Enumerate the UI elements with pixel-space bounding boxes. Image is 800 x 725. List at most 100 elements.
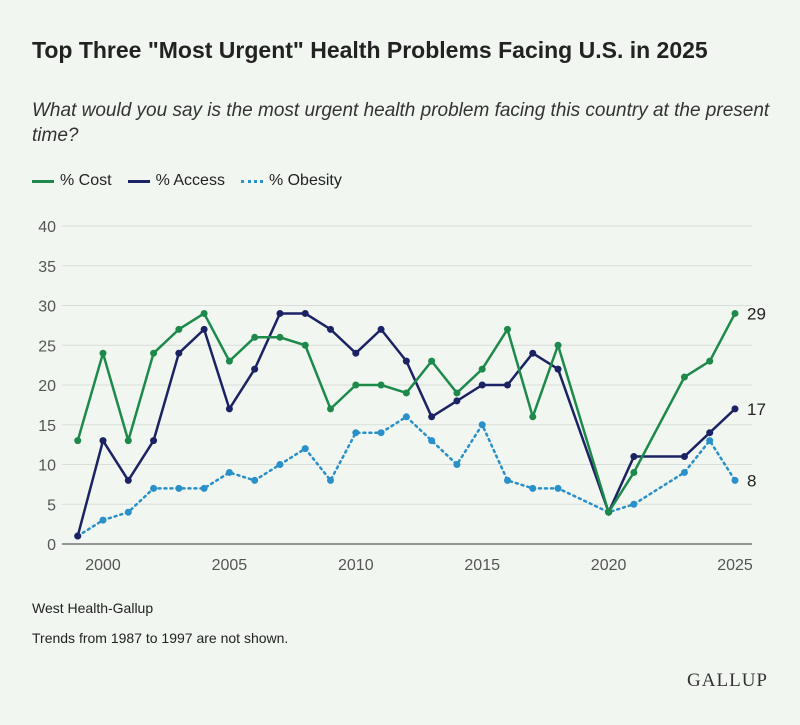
y-tick-label: 40 [38, 219, 56, 236]
y-tick-label: 20 [38, 378, 56, 395]
legend-item-cost: % Cost [32, 172, 112, 190]
data-point [352, 349, 360, 357]
data-point [327, 476, 335, 484]
data-point [175, 484, 183, 492]
legend-swatch [240, 179, 263, 183]
data-point [327, 405, 335, 413]
data-point [428, 413, 436, 421]
legend-label: % Cost [60, 172, 112, 189]
data-point [402, 413, 410, 421]
x-tick-label: 2015 [464, 557, 500, 574]
data-point [503, 325, 511, 333]
data-point [377, 381, 385, 389]
data-point [301, 341, 309, 349]
data-point [402, 389, 410, 397]
data-point [731, 309, 739, 317]
data-point [503, 381, 511, 389]
data-point [706, 437, 714, 445]
data-point [630, 453, 638, 461]
x-tick-label: 2010 [338, 557, 374, 574]
data-point [200, 309, 208, 317]
data-point [554, 365, 562, 373]
x-tick-label: 2020 [591, 557, 627, 574]
data-point [175, 349, 183, 357]
y-tick-label: 0 [47, 537, 56, 554]
data-point [352, 381, 360, 389]
y-tick-label: 25 [38, 338, 56, 355]
data-point [99, 516, 107, 524]
data-point [731, 476, 739, 484]
gallup-logo: GALLUP [687, 670, 768, 691]
data-point [251, 333, 259, 341]
data-point [680, 468, 688, 476]
data-point [150, 484, 158, 492]
data-point [352, 429, 360, 437]
legend-swatch [32, 179, 54, 183]
y-tick-label: 30 [38, 299, 56, 316]
data-point [453, 389, 461, 397]
x-tick-label: 2000 [85, 557, 121, 574]
data-point [124, 437, 132, 445]
legend-swatch [127, 179, 150, 183]
data-point [150, 349, 158, 357]
legend-item-obesity: % Obesity [240, 172, 342, 190]
data-point [225, 468, 233, 476]
data-point [503, 476, 511, 484]
data-point [301, 309, 309, 317]
legend-label: % Access [155, 172, 225, 189]
data-point [251, 365, 259, 373]
end-label: 29 [747, 304, 766, 323]
y-tick-label: 35 [38, 259, 56, 276]
data-point [731, 405, 739, 413]
note-text: Trends from 1987 to 1997 are not shown. [32, 630, 289, 646]
legend: % Cost % Access % Obesity [32, 172, 342, 190]
data-point [251, 476, 259, 484]
series-line-cost [76, 312, 737, 514]
data-point [630, 500, 638, 508]
data-point [74, 532, 82, 540]
data-point [74, 437, 82, 445]
data-point [225, 357, 233, 365]
data-point [478, 365, 486, 373]
legend-label: % Obesity [268, 172, 342, 189]
data-point [428, 437, 436, 445]
x-tick-label: 2025 [717, 557, 753, 574]
data-point [99, 437, 107, 445]
data-point [200, 484, 208, 492]
data-point [276, 461, 284, 468]
data-point [529, 413, 537, 421]
end-label: 8 [747, 471, 756, 490]
end-label: 17 [747, 400, 766, 419]
source-text: West Health-Gallup [32, 600, 154, 616]
y-tick-label: 5 [47, 497, 56, 514]
data-point [276, 309, 284, 317]
x-tick-label: 2005 [212, 557, 248, 574]
data-point [478, 381, 486, 389]
data-point [200, 325, 208, 333]
data-point [478, 421, 486, 429]
data-point [402, 357, 410, 365]
data-point [554, 484, 562, 492]
data-point [680, 373, 688, 381]
data-point [124, 476, 132, 484]
data-point [428, 357, 436, 365]
data-point [327, 325, 335, 333]
data-point [377, 429, 385, 437]
chart-title: Top Three "Most Urgent" Health Problems … [32, 37, 708, 63]
data-point [453, 461, 461, 468]
series-line-obesity [76, 415, 737, 538]
data-point [175, 325, 183, 333]
data-point [99, 349, 107, 357]
chart-subtitle: What would you say is the most urgent he… [32, 100, 770, 146]
data-point [150, 437, 158, 445]
data-point [453, 397, 461, 405]
data-point [301, 445, 309, 453]
data-point [124, 508, 132, 516]
data-point [706, 429, 714, 437]
data-point [529, 484, 537, 492]
data-point [706, 357, 714, 365]
data-point [554, 341, 562, 349]
data-point [529, 349, 537, 357]
